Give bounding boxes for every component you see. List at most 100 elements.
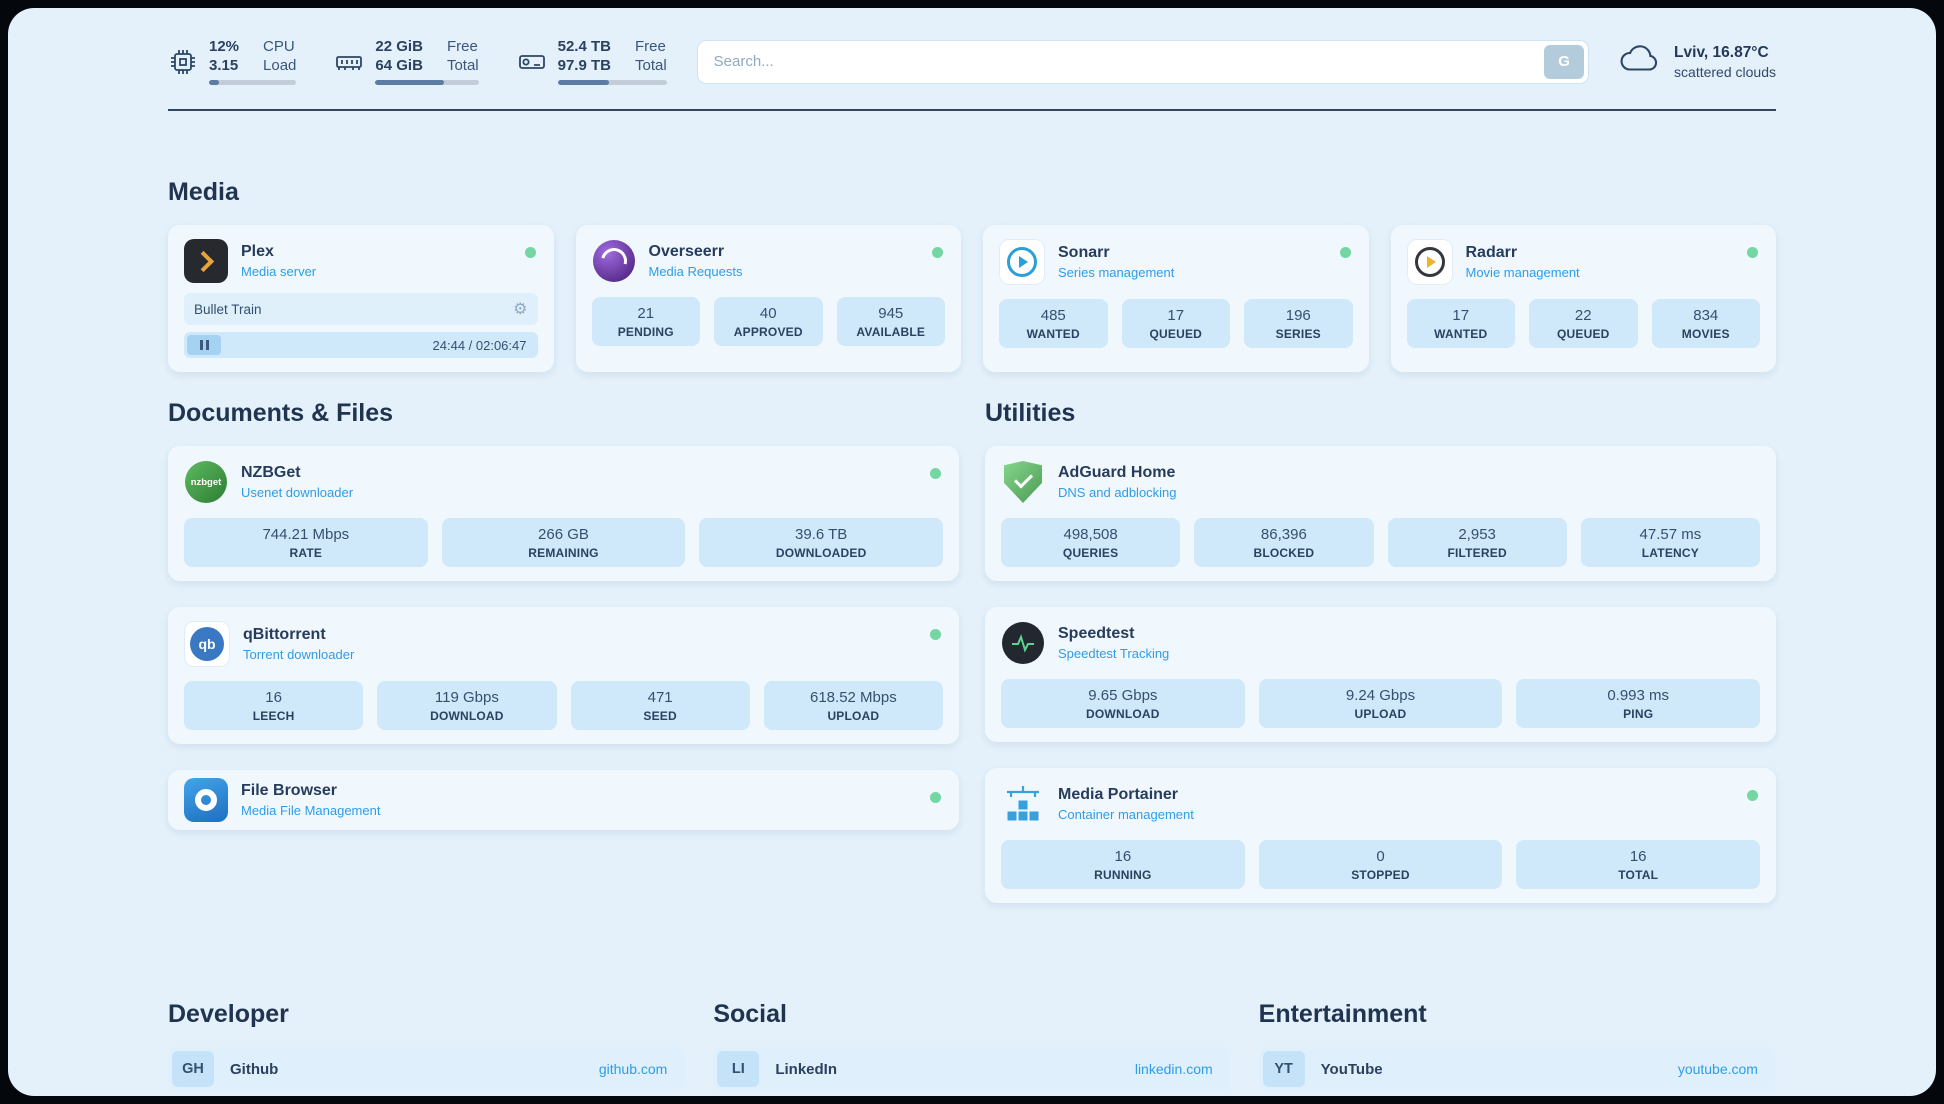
service-card-radarr[interactable]: Radarr Movie management 17 WANTED 22 QUE… <box>1390 225 1776 372</box>
cpu-progress-bar <box>209 80 297 85</box>
plex-icon <box>184 239 228 283</box>
service-name: Media Portainer <box>1058 786 1179 803</box>
stat-box: 16 LEECH <box>184 681 364 730</box>
disk-progress-bar <box>557 80 667 85</box>
nzbget-icon: nzbget <box>184 460 228 504</box>
link-name: Github <box>230 1060 279 1078</box>
section-media: Media Plex Media server Bullet Train ⚙ <box>168 177 1776 372</box>
topbar-divider <box>168 109 1776 111</box>
link-badge: GH <box>172 1051 214 1087</box>
system-widgets: 12% CPU 3.15 Load 22 <box>168 38 667 85</box>
memory-total: 64 GiB <box>375 57 423 74</box>
memory-total-label: Total <box>446 57 479 74</box>
link-github[interactable]: GH Github github.com <box>168 1047 686 1091</box>
stat-box: 498,508 QUERIES <box>1001 518 1181 567</box>
portainer-crane-icon <box>1001 782 1045 826</box>
sonarr-icon <box>999 239 1045 285</box>
stat-box: 16 TOTAL <box>1516 840 1760 889</box>
disk-free-label: Free <box>634 38 666 55</box>
link-name: YouTube <box>1320 1060 1383 1078</box>
memory-free-label: Free <box>446 38 478 55</box>
link-linkedin[interactable]: LI LinkedIn linkedin.com <box>713 1047 1231 1091</box>
memory-free: 22 GiB <box>375 38 423 55</box>
playback-time: 24:44 / 02:06:47 <box>432 337 527 353</box>
stat-box: 266 GB REMAINING <box>441 518 686 567</box>
service-name: File Browser <box>241 782 338 799</box>
cpu-label: CPU <box>263 38 295 55</box>
status-dot <box>930 468 941 479</box>
service-name: Speedtest <box>1058 625 1135 642</box>
stat-box: 945 AVAILABLE <box>836 297 945 346</box>
ram-icon <box>334 47 364 77</box>
topbar: 12% CPU 3.15 Load 22 <box>168 38 1776 85</box>
service-subtitle: Usenet downloader <box>241 485 354 500</box>
stat-box: 2,953 FILTERED <box>1387 518 1567 567</box>
stat-box: 834 MOVIES <box>1651 299 1760 348</box>
settings-gear-icon[interactable]: ⚙ <box>513 301 528 318</box>
cpu-load-label: Load <box>263 57 297 74</box>
service-card-filebrowser[interactable]: File Browser Media File Management <box>168 770 959 830</box>
stat-box: 119 Gbps DOWNLOAD <box>377 681 557 730</box>
search-input[interactable] <box>701 53 1545 70</box>
service-name: Plex <box>241 243 274 260</box>
service-card-portainer[interactable]: Media Portainer Container management 16 … <box>985 768 1776 903</box>
stat-box: 9.65 Gbps DOWNLOAD <box>1001 679 1245 728</box>
service-subtitle: Speedtest Tracking <box>1058 646 1170 661</box>
weather-widget: Lviv, 16.87°C scattered clouds <box>1619 43 1776 80</box>
status-dot <box>1747 247 1758 258</box>
stat-box: 40 APPROVED <box>714 297 823 346</box>
section-documents: Documents & Files nzbget NZBGet Usenet d… <box>168 398 959 856</box>
link-url: youtube.com <box>1677 1061 1758 1077</box>
stat-box: 17 QUEUED <box>1121 299 1230 348</box>
service-subtitle: Media server <box>241 264 317 279</box>
stat-box: 0 STOPPED <box>1258 840 1503 889</box>
stat-box: 16 RUNNING <box>1001 840 1245 889</box>
section-title-utilities: Utilities <box>985 399 1076 427</box>
weather-location: Lviv, 16.87°C <box>1674 43 1769 61</box>
radarr-icon <box>1406 239 1453 285</box>
service-card-speedtest[interactable]: Speedtest Speedtest Tracking 9.65 Gbps D… <box>985 607 1776 742</box>
now-playing-title-row: Bullet Train ⚙ <box>184 293 538 325</box>
stat-box: 39.6 TB DOWNLOADED <box>699 518 943 567</box>
status-dot <box>1747 790 1758 801</box>
status-dot <box>524 247 536 258</box>
stat-box: 9.24 Gbps UPLOAD <box>1258 679 1503 728</box>
speedtest-icon <box>1001 621 1045 665</box>
status-dot <box>930 792 941 803</box>
service-subtitle: Series management <box>1058 265 1175 280</box>
search-bar: G <box>696 39 1590 84</box>
service-card-sonarr[interactable]: Sonarr Series management 485 WANTED 17 Q… <box>983 225 1369 372</box>
stat-box: 196 SERIES <box>1244 299 1353 348</box>
link-badge: YT <box>1262 1051 1305 1087</box>
service-subtitle: Media File Management <box>241 803 381 818</box>
service-subtitle: Movie management <box>1465 265 1580 280</box>
service-subtitle: Container management <box>1058 807 1194 822</box>
service-name: Radarr <box>1465 244 1518 261</box>
cpu-widget: 12% CPU 3.15 Load <box>168 38 297 85</box>
pause-button[interactable] <box>187 335 221 355</box>
adguard-shield-icon <box>1001 460 1045 504</box>
link-youtube[interactable]: YT YouTube youtube.com <box>1258 1047 1776 1091</box>
service-card-plex[interactable]: Plex Media server Bullet Train ⚙ 24:44 /… <box>168 225 554 372</box>
service-name: Sonarr <box>1058 244 1110 261</box>
status-dot <box>1339 247 1351 258</box>
section-title-developer: Developer <box>168 1000 289 1028</box>
service-card-nzbget[interactable]: nzbget NZBGet Usenet downloader 744.21 M… <box>168 446 959 581</box>
service-card-adguard[interactable]: AdGuard Home DNS and adblocking 498,508 … <box>985 446 1776 581</box>
service-name: AdGuard Home <box>1058 464 1176 481</box>
link-name: LinkedIn <box>775 1060 837 1078</box>
status-dot <box>932 247 943 258</box>
weather-condition: scattered clouds <box>1674 63 1776 80</box>
section-title-media: Media <box>168 178 239 206</box>
service-card-overseerr[interactable]: Overseerr Media Requests 21 PENDING 40 A… <box>575 225 961 372</box>
stat-box: 0.993 ms PING <box>1516 679 1760 728</box>
search-engine-button[interactable]: G <box>1544 44 1585 79</box>
service-name: qBittorrent <box>243 626 326 643</box>
disk-free: 52.4 TB <box>557 38 611 55</box>
service-subtitle: DNS and adblocking <box>1058 485 1177 500</box>
service-card-qbittorrent[interactable]: qb qBittorrent Torrent downloader 16 LEE… <box>168 607 959 744</box>
stat-box: 21 PENDING <box>591 297 700 346</box>
section-title-social: Social <box>713 1000 787 1028</box>
link-url: linkedin.com <box>1134 1061 1213 1077</box>
cloud-icon <box>1619 43 1661 80</box>
